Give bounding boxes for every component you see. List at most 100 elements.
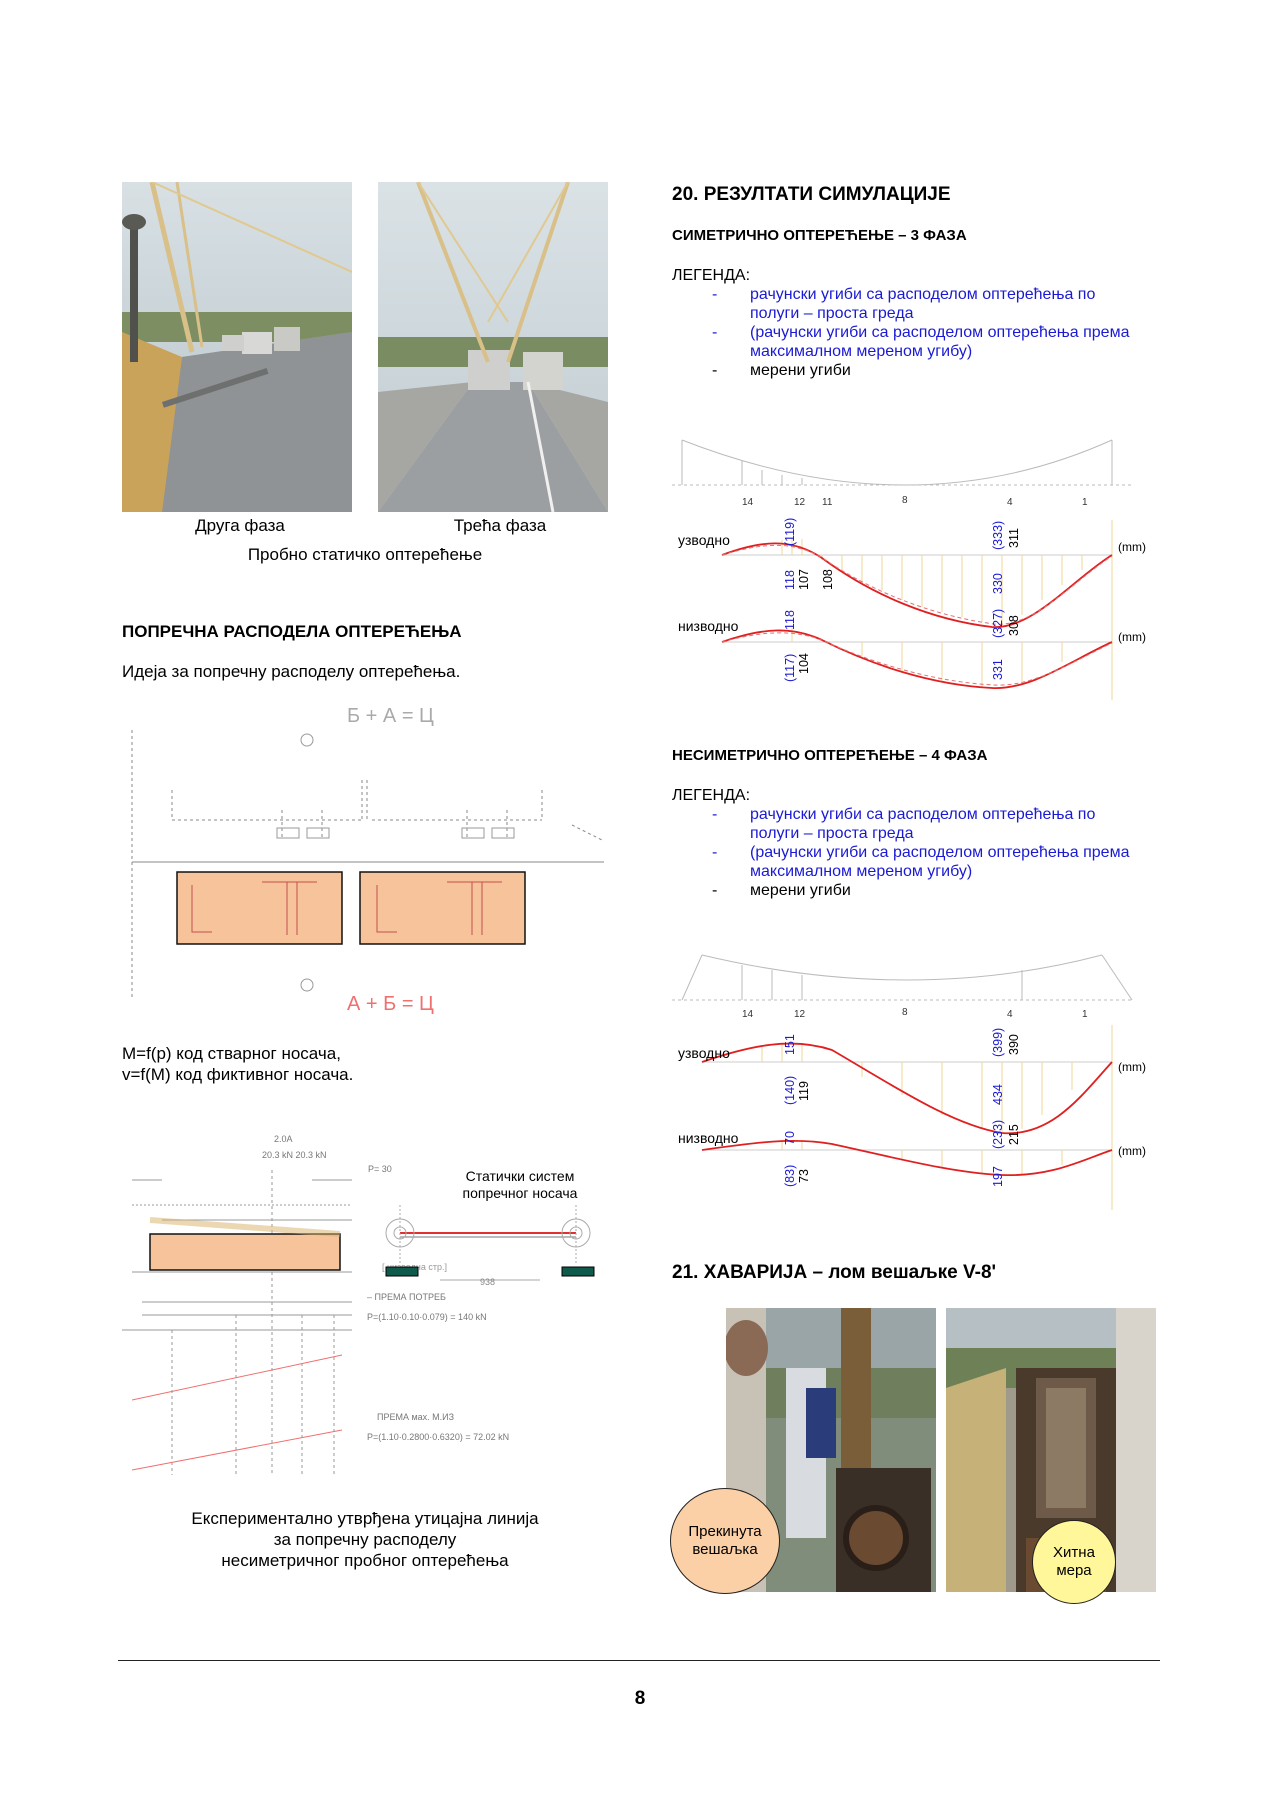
mf-line-2: v=f(M) код фиктивног носача. [122,1065,354,1084]
svg-text:– ПРЕМА ПОТРЕБ: – ПРЕМА ПОТРЕБ [367,1292,446,1302]
sym-down-calc-12b: (117) [783,654,797,682]
section-20-title: 20. РЕЗУЛТАТИ СИМУЛАЦИЈЕ [672,184,951,205]
asym-down-calc-12: 70 [783,1131,797,1145]
sym-down-calc-4b: 331 [991,659,1005,680]
svg-text:P= 30: P= 30 [368,1164,392,1174]
sym-up-meas-11: 108 [821,569,835,590]
asym-down-meas-12: 73 [797,1169,811,1183]
legend2-item-1: - рачунски угиби са расподелом оптерећења… [712,806,1096,823]
bottom-caption-line3: несиметричног пробног оптерећења [221,1551,509,1570]
sym-up-meas-4: 311 [1007,528,1021,548]
asym-node-12: 12 [794,1009,806,1020]
sym-down-calc-4: (327) [991,609,1005,638]
asym-node-14: 14 [742,1009,754,1020]
asym-down-calc-4b: 197 [991,1166,1005,1187]
sym-downstream-unit: (mm) [1118,630,1146,644]
legend-symmetric: ЛЕГЕНДА: - рачунски угиби са расподелом о… [672,266,1192,380]
sym-node-11: 11 [822,497,833,508]
sym-node-4: 4 [1007,497,1013,508]
caption-third-phase: Трећа фаза [453,516,547,535]
sym-value-labels: (119) 118 107 108 (333) 311 330 118 (117… [783,518,1021,682]
asymmetric-deflection-diagram: 14 12 8 4 1 [672,954,1133,1210]
bottom-caption: Експериментално утврђена утицајна линија… [140,1508,590,1571]
sym-node-8: 8 [902,495,908,506]
callout-emergency-measure: Хитна мера [1032,1520,1116,1604]
legend-label-2: ЛЕГЕНДА: [672,787,751,804]
svg-text:20.3 kN 20.3 kN: 20.3 kN 20.3 kN [262,1150,327,1160]
sym-upstream-label: узводно [678,532,730,548]
callout-emergency-line1: Хитна [1053,1544,1095,1561]
asym-node-1: 1 [1082,1009,1088,1020]
asym-upstream-unit: (mm) [1118,1060,1146,1074]
section-21-title: 21. ХАВАРИЈА – лом вешаљке V-8' [672,1262,997,1283]
influence-line-drawing: 2.0A 20.3 kN 20.3 kN P= 30 [ низводна ст… [122,1134,509,1475]
asym-up-calc-4: (399) [991,1028,1005,1057]
legend-item-3: - мерени угиби [712,362,851,379]
legend2-item-1-cont: полуги – проста греда [750,825,914,842]
svg-text:2.0A: 2.0A [274,1134,293,1144]
sym-up-calc-4b: 330 [991,573,1005,594]
page-number: 8 [634,1688,646,1709]
callout-broken-hanger: Прекинута вешаљка [670,1488,780,1594]
legend-item-2: - (рачунски угиби са расподелом оптерећењ… [712,324,1130,341]
asym-node-4: 4 [1007,1009,1013,1020]
sym-node-14: 14 [742,497,754,508]
sym-down-calc-12: 118 [783,610,797,630]
sym-downstream-label: низводно [678,618,739,634]
sym-upstream-unit: (mm) [1118,540,1146,554]
mf-line-1: M=f(p) код стварног носача, [122,1044,341,1063]
static-system-label: Статички систем попречног носача [450,1168,590,1202]
caption-second-phase: Друга фаза [195,516,285,535]
photo-third-phase [378,182,608,512]
legend-item-1-cont: полуги – проста греда [750,305,914,322]
asym-downstream-unit: (mm) [1118,1144,1146,1158]
footer-rule [118,1660,1160,1661]
asym-up-meas-4: 390 [1007,1034,1021,1055]
diagram-bottom-equation: А + Б = Ц [347,993,434,1015]
sym-up-calc-4: (333) [991,521,1005,550]
bottom-caption-line2: за попречну расподелу [273,1530,457,1549]
symmetric-load-title: СИМЕТРИЧНО ОПТЕРЕЋЕЊЕ – 3 ФАЗА [672,227,967,244]
callout-broken-hanger-line1: Прекинута [688,1523,762,1540]
legend2-item-2: - (рачунски угиби са расподелом оптерећењ… [712,844,1130,861]
svg-text:P=(1.10·0.10·0.079) = 140 kN: P=(1.10·0.10·0.079) = 140 kN [367,1312,487,1322]
sym-node-12: 12 [794,497,806,508]
symmetric-deflection-diagram: 14 12 11 8 4 1 [672,439,1132,700]
asym-upstream-label: узводно [678,1045,730,1061]
svg-text:P=(1.10·0.2800·0.6320) = 72.02: P=(1.10·0.2800·0.6320) = 72.02 kN [367,1432,509,1442]
asymmetric-load-title: НЕСИМЕТРИЧНО ОПТЕРЕЋЕЊЕ – 4 ФАЗА [672,747,988,764]
asym-node-8: 8 [902,1007,908,1018]
legend2-item-2-cont: максималном мереном угибу) [750,863,973,880]
asym-up-meas-12: 119 [797,1081,811,1101]
bottom-caption-line1: Експериментално утврђена утицајна линија [191,1509,539,1528]
section-title-transverse-distribution: ПОПРЕЧНА РАСПОДЕЛА ОПТЕРЕЋЕЊА [122,622,462,641]
asym-down-meas-4: 215 [1007,1124,1021,1145]
diagram-top-equation: Б + А = Ц [347,705,434,727]
callout-emergency-line2: мера [1056,1562,1092,1579]
asym-down-calc-4: (233) [991,1120,1005,1149]
callout-broken-hanger-line2: вешаљка [692,1541,758,1558]
asym-up-calc-4b: 434 [991,1084,1005,1105]
legend-asymmetric: ЛЕГЕНДА: - рачунски угиби са расподелом о… [672,786,1192,900]
asym-downstream-label: низводно [678,1130,739,1146]
section-intro: Идеја за попречну расподелу оптерећења. [122,662,461,681]
legend-label: ЛЕГЕНДА: [672,267,751,284]
asym-value-labels: 151 (140) 119 (399) 390 434 70 (83) 73 (… [783,1028,1021,1187]
photo-subtitle: Пробно статичко оптерећење [247,545,483,564]
asym-up-calc-12b: (140) [783,1076,797,1105]
sym-up-meas-12: 107 [797,569,811,590]
svg-text:ПРЕМА мах. М.ИЗ: ПРЕМА мах. М.ИЗ [377,1412,454,1422]
photo-second-phase [122,182,352,512]
static-system-drawing: 938 [385,1205,595,1287]
sym-down-meas-4: 308 [1007,615,1021,636]
asym-down-calc-12b: (83) [783,1165,797,1187]
legend-item-2-cont: максималном мереном угибу) [750,343,973,360]
transverse-distribution-diagram: Б + А = Ц А + Б = Ц [131,705,604,1015]
asym-up-calc-12: 151 [783,1034,797,1055]
static-system-label-line2: попречног носача [462,1185,578,1201]
static-system-label-line1: Статички систем [465,1168,575,1184]
svg-text:938: 938 [480,1277,495,1287]
sym-down-meas-12: 104 [797,653,811,674]
legend2-item-3: - мерени угиби [712,882,851,899]
sym-up-calc-12b: 118 [783,570,797,590]
